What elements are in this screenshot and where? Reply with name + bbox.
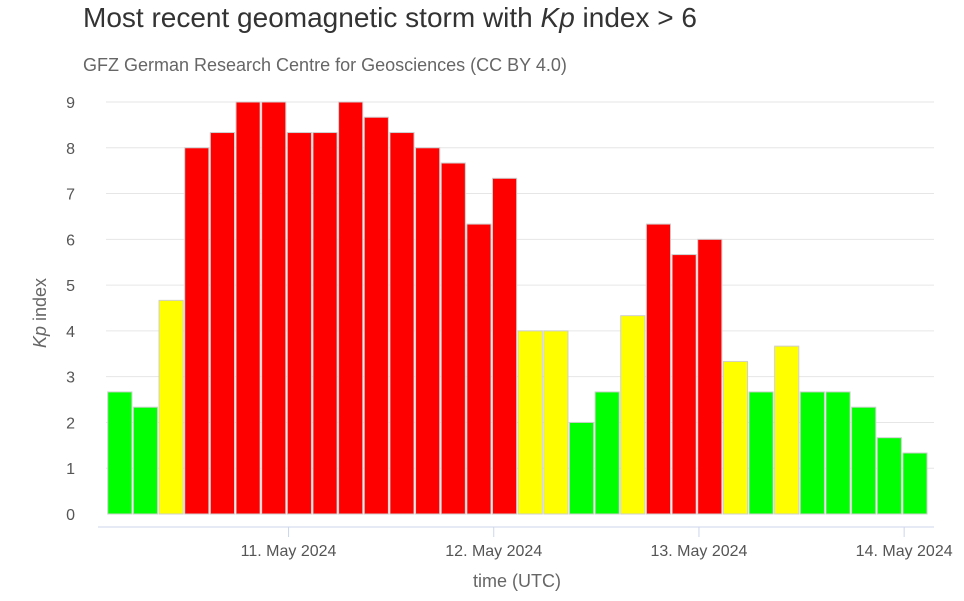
bar xyxy=(543,330,569,515)
x-axis-title: time (UTC) xyxy=(473,571,561,591)
bar xyxy=(415,147,441,515)
bar xyxy=(671,254,697,515)
chart-title: Most recent geomagnetic storm with Kp in… xyxy=(83,2,697,33)
y-tick-label: 4 xyxy=(66,324,75,341)
y-tick-label: 0 xyxy=(66,507,75,524)
bar xyxy=(235,101,261,515)
y-tick-label: 3 xyxy=(66,370,75,387)
bar xyxy=(312,132,338,515)
chart-title-variable: Kp xyxy=(541,2,575,33)
bar xyxy=(722,360,748,515)
bar xyxy=(697,238,723,515)
y-tick-label: 9 xyxy=(66,95,75,112)
bar xyxy=(748,391,774,515)
bar xyxy=(774,345,800,515)
bar xyxy=(132,406,159,515)
bar xyxy=(492,177,518,515)
x-tick-label: 13. May 2024 xyxy=(650,543,747,560)
bar xyxy=(209,132,236,515)
bar xyxy=(466,223,492,515)
x-tick-label: 14. May 2024 xyxy=(856,543,953,560)
bar xyxy=(517,330,543,515)
chart-title-prefix: Most recent geomagnetic storm with xyxy=(83,2,541,33)
y-axis-title-suffix: index xyxy=(30,278,50,326)
y-tick-label: 5 xyxy=(66,278,75,295)
bar xyxy=(286,132,312,515)
y-tick-label: 2 xyxy=(66,415,75,432)
bars xyxy=(107,101,928,515)
bar xyxy=(338,101,364,515)
bar xyxy=(825,391,851,515)
bar xyxy=(389,132,415,515)
y-axis-title: Kp index xyxy=(30,278,50,348)
bar xyxy=(440,162,466,515)
bar xyxy=(363,116,389,515)
bar xyxy=(851,406,877,515)
chart-title-suffix: index > 6 xyxy=(575,2,697,33)
y-axis-title-variable: Kp xyxy=(30,326,50,348)
x-axis: 11. May 2024 12. May 2024 13. May 2024 14. … xyxy=(98,526,953,560)
y-tick-label: 8 xyxy=(66,141,75,158)
y-tick-label: 1 xyxy=(66,461,75,478)
bar xyxy=(645,223,672,515)
bar xyxy=(261,101,287,515)
bar xyxy=(158,299,184,515)
y-tick-label: 6 xyxy=(66,232,75,249)
y-tick-label: 7 xyxy=(66,187,75,204)
chart-subtitle: GFZ German Research Centre for Geoscienc… xyxy=(83,55,567,75)
x-tick-label: 12. May 2024 xyxy=(445,543,542,560)
bar xyxy=(594,391,620,515)
bar xyxy=(184,147,210,515)
bar xyxy=(799,391,825,515)
bar xyxy=(902,452,928,515)
bar xyxy=(620,315,646,515)
x-tick-label: 11. May 2024 xyxy=(241,543,337,560)
bar xyxy=(876,437,902,515)
bar xyxy=(568,421,595,515)
y-axis-tick-labels: 0 1 2 3 4 5 6 7 8 9 xyxy=(66,95,75,524)
bar xyxy=(107,391,133,515)
